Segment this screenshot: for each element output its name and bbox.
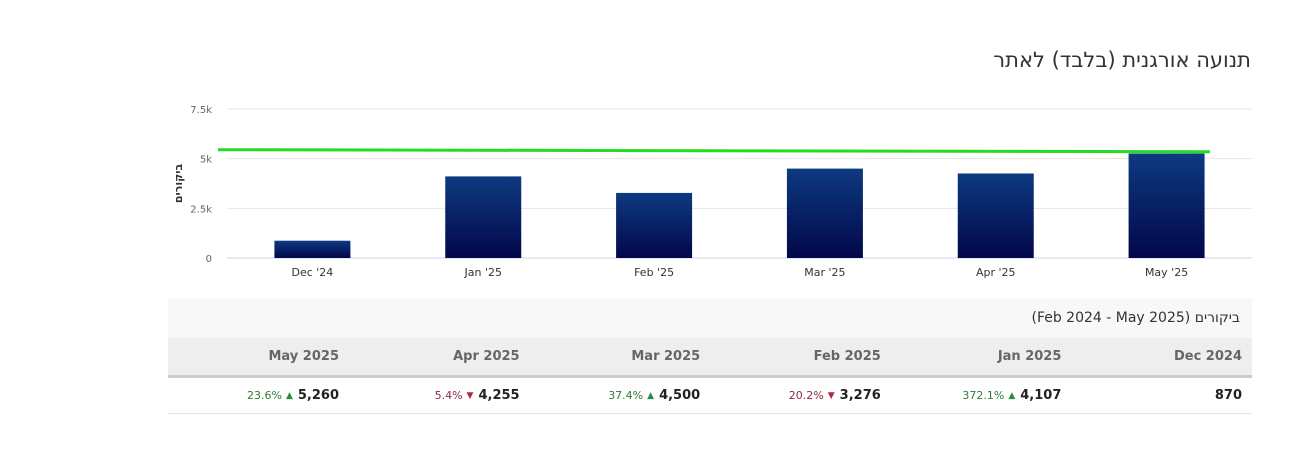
- arrow-up-icon: ▲: [647, 390, 655, 401]
- column-header: Apr 2025: [340, 338, 520, 375]
- column-header-label: Apr 2025: [453, 349, 520, 364]
- change-percent: 5.4%: [434, 389, 463, 402]
- change-percent: 20.2%: [788, 389, 824, 402]
- column-header: Feb 2025: [701, 338, 881, 375]
- column-header-label: May 2025: [268, 349, 340, 364]
- bar[interactable]: [1128, 153, 1205, 258]
- table-cell: 5.4% ▼ 4,255: [340, 378, 520, 413]
- visits-value: 4,255: [478, 388, 520, 403]
- column-header-label: Jan 2025: [997, 349, 1062, 364]
- visits-value: 3,276: [839, 388, 881, 403]
- change-percent: 372.1%: [962, 389, 1005, 402]
- bar[interactable]: [445, 176, 522, 258]
- bar-chart: 0 2.5k 5k 7.5k ביקורים Dec '24 Jan '25 Feb '25 M…: [172, 105, 1252, 279]
- column-header: Mar 2025: [520, 338, 700, 375]
- column-header: May 2025: [159, 338, 340, 375]
- x-tick-label: Mar '25: [804, 266, 845, 279]
- table-cell: 20.2% ▼ 3,276: [701, 378, 881, 413]
- bar[interactable]: [957, 173, 1034, 258]
- y-tick-label: 0: [206, 254, 212, 265]
- change-percent: 37.4%: [608, 389, 644, 402]
- arrow-up-icon: ▲: [1008, 390, 1016, 401]
- x-tick-label: May '25: [1145, 266, 1188, 279]
- column-header-label: Feb 2025: [813, 349, 881, 364]
- x-tick-label: Jan '25: [464, 266, 502, 279]
- y-tick-label: 2.5k: [190, 204, 212, 215]
- arrow-down-icon: ▼: [827, 390, 835, 401]
- x-tick-label: Apr '25: [976, 266, 1016, 279]
- table-cell: 23.6% ▲ 5,260: [159, 378, 339, 413]
- table-caption-bar: ביקורים (Feb 2024 - May 2025): [168, 298, 1252, 338]
- bar[interactable]: [786, 168, 863, 258]
- y-axis-title: ביקורים: [172, 164, 185, 204]
- y-tick-label: 7.5k: [190, 105, 212, 116]
- chart-title: תנועה אורגנית (בלבד) לאתר: [993, 48, 1251, 72]
- table-cell: 870: [1062, 378, 1242, 413]
- visits-value: 870: [1214, 388, 1242, 403]
- x-tick-label: Dec '24: [292, 266, 334, 279]
- visits-value: 4,500: [659, 388, 701, 403]
- visits-value: 5,260: [297, 388, 339, 403]
- column-header-label: Dec 2024: [1173, 349, 1242, 364]
- visits-value: 4,107: [1020, 388, 1062, 403]
- change-percent: 23.6%: [247, 389, 282, 402]
- y-tick-label: 5k: [200, 155, 212, 166]
- table-cell: 372.1% ▲ 4,107: [881, 378, 1061, 413]
- column-header: Dec 2024: [1062, 338, 1242, 375]
- bar[interactable]: [616, 192, 693, 258]
- table-header-row: Dec 2024 Jan 2025 Feb 2025 Mar 2025 Apr 2025…: [168, 338, 1252, 378]
- table-cell: 37.4% ▲ 4,500: [520, 378, 700, 413]
- bar[interactable]: [274, 240, 351, 258]
- arrow-down-icon: ▼: [466, 390, 474, 401]
- arrow-up-icon: ▲: [285, 390, 293, 401]
- column-header-label: Mar 2025: [631, 349, 701, 364]
- x-tick-label: Feb '25: [634, 266, 674, 279]
- reference-line: [217, 148, 1211, 154]
- table-caption: ביקורים (Feb 2024 - May 2025): [1031, 310, 1240, 326]
- column-header: Jan 2025: [881, 338, 1062, 375]
- table-row: 870 372.1% ▲ 4,107 20.2% ▼ 3,276 37.4% ▲ 4,500 5.4…: [168, 378, 1252, 414]
